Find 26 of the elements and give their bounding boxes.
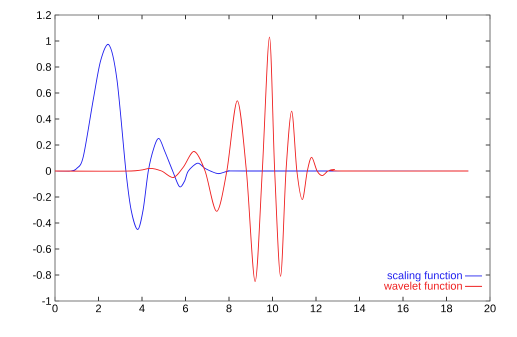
legend-label: wavelet function	[384, 282, 462, 290]
y-tick-label: -0.4	[33, 219, 52, 227]
y-tick-label: -0.6	[33, 245, 51, 253]
x-tick-label: 6	[183, 304, 188, 312]
line-series	[55, 36, 469, 282]
x-tick-label: 18	[441, 304, 452, 312]
y-tick-label: 0.6	[36, 89, 51, 97]
x-tick-label: 8	[226, 304, 232, 312]
x-tick-label: 0	[52, 304, 58, 312]
x-tick-label: 16	[398, 304, 409, 312]
x-tick-label: 12	[310, 304, 322, 312]
legend-label: scaling function	[387, 271, 462, 282]
x-tick-label: 10	[267, 304, 278, 312]
y-tick-label: 0	[46, 167, 52, 175]
y-tick-label: 0.4	[36, 115, 52, 123]
y-tick-label: 0.8	[36, 63, 51, 71]
x-tick-label: 2	[96, 304, 102, 312]
x-tick-label: 4	[139, 304, 145, 312]
x-tick-label: 20	[484, 304, 496, 312]
y-tick-label: 1.2	[37, 11, 51, 19]
y-tick-label: 1	[46, 37, 51, 45]
y-tick-label: -0.8	[33, 271, 51, 279]
x-tick-label: 14	[354, 304, 366, 312]
y-tick-label: -0.2	[33, 193, 51, 201]
y-tick-label: -1	[42, 297, 51, 305]
y-tick-label: 0.2	[36, 141, 51, 149]
